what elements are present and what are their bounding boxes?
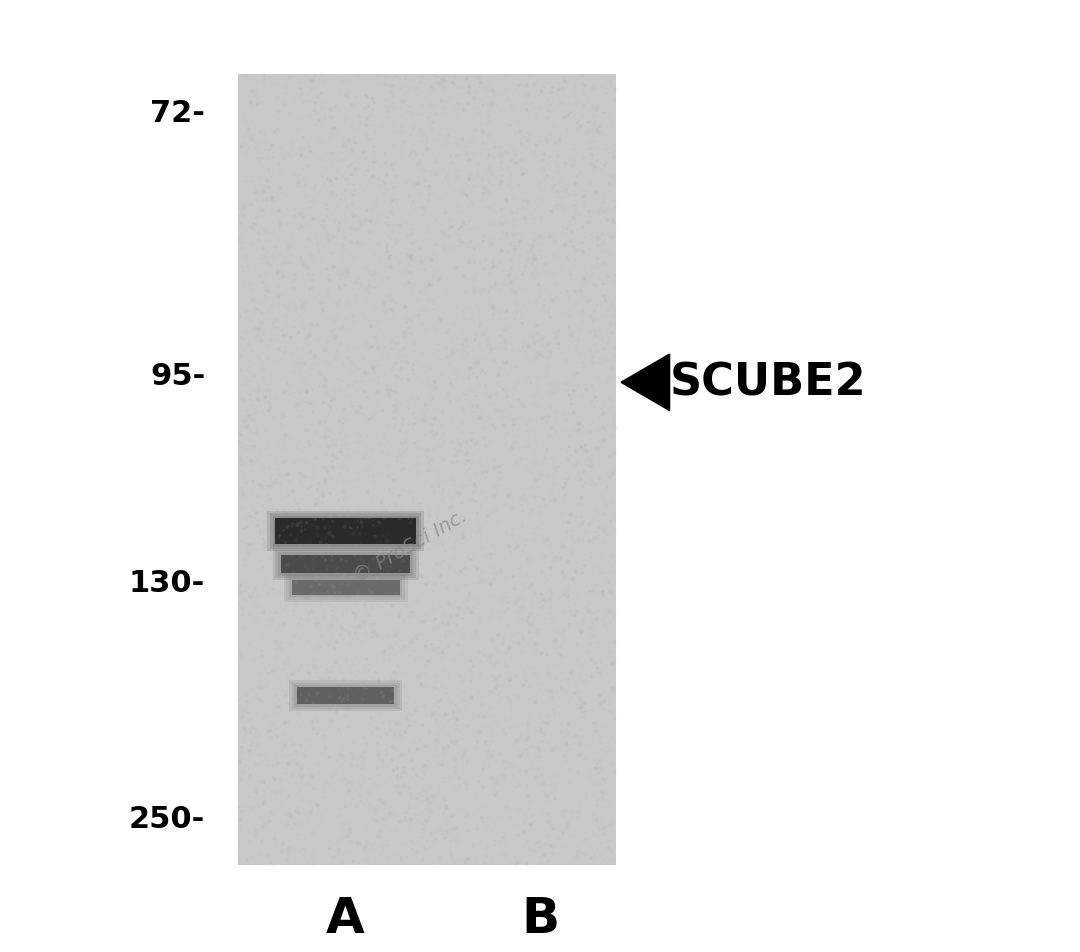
Text: SCUBE2: SCUBE2 bbox=[670, 362, 866, 405]
Bar bbox=[268, 511, 424, 552]
Bar bbox=[275, 518, 416, 545]
Bar bbox=[279, 553, 414, 576]
Text: B: B bbox=[521, 894, 559, 942]
Bar bbox=[292, 683, 400, 709]
Bar bbox=[275, 550, 416, 579]
Bar bbox=[289, 578, 403, 598]
Bar bbox=[238, 75, 616, 865]
Text: 130-: 130- bbox=[129, 568, 205, 598]
Text: © ProSci Inc.: © ProSci Inc. bbox=[351, 506, 470, 585]
Text: 250-: 250- bbox=[129, 803, 205, 833]
Bar bbox=[270, 514, 421, 549]
Bar bbox=[272, 548, 419, 581]
Text: 72-: 72- bbox=[150, 98, 205, 128]
Bar bbox=[294, 685, 397, 707]
Bar bbox=[292, 581, 400, 595]
Bar bbox=[272, 516, 419, 547]
Polygon shape bbox=[621, 355, 670, 411]
Bar bbox=[281, 555, 410, 574]
Bar bbox=[286, 576, 405, 600]
Text: 95-: 95- bbox=[150, 362, 205, 390]
Bar bbox=[283, 573, 408, 603]
Bar bbox=[297, 687, 394, 704]
Text: A: A bbox=[326, 894, 365, 942]
Bar bbox=[289, 681, 402, 712]
